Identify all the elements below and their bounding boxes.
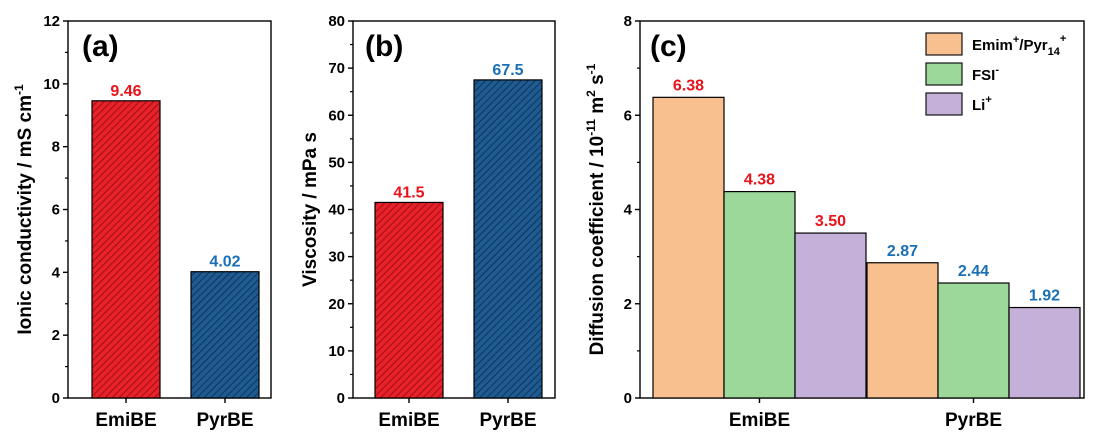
panel-a-y-tick-label: 6	[52, 202, 60, 219]
panel-a-x-tick-label: EmiBE	[95, 410, 156, 431]
panel-c-bar-series1-pyrbe	[866, 262, 939, 399]
panel-c-y-tick-label: 8	[624, 13, 632, 30]
panel-b-x-tick-label: PyrBE	[479, 410, 536, 431]
panel-b-y-tick-label: 20	[328, 296, 345, 313]
panel-b-y-tick-label: 80	[328, 13, 345, 30]
panel-c-legend-swatch	[925, 62, 963, 86]
panel-a-x-tick-label: PyrBE	[196, 410, 253, 431]
panel-c-legend-label: Emim+/Pyr14+	[972, 33, 1066, 58]
panel-b-x-tick-label: EmiBE	[378, 410, 439, 431]
panel-c-y-axis-title: Diffusion coefficient / 10-11 m2 s-1	[584, 63, 608, 355]
panel-b-tag: (b)	[365, 30, 403, 63]
panel-a-y-tick-label: 4	[52, 264, 61, 281]
panel-b-bar-value-label: 67.5	[492, 62, 523, 79]
panel-a-bar-value-label: 9.46	[110, 83, 141, 100]
panel-b-y-tick-label: 60	[328, 107, 345, 124]
panel-c-tag: (c)	[650, 30, 687, 63]
panel-b-y-tick-label: 50	[328, 154, 345, 171]
panel-c-bar-series1-emibe	[652, 96, 725, 399]
panel-a-bar-pyrbe	[190, 271, 260, 399]
panel-a-y-tick-label: 2	[52, 327, 60, 344]
panel-c-legend-swatch	[925, 32, 963, 56]
panel-a-bar-value-label: 4.02	[209, 254, 240, 271]
panel-c-legend-swatch	[925, 92, 963, 116]
panel-b-y-tick-label: 0	[337, 390, 345, 407]
panel-c-x-tick-label: EmiBE	[729, 410, 790, 431]
panel-c-bar-value-label: 2.44	[958, 263, 989, 280]
panel-c-bar-series3-emibe	[794, 232, 867, 399]
panel-a-y-tick-label: 0	[52, 390, 60, 407]
panel-a-y-tick-label: 12	[43, 13, 60, 30]
panel-c-y-tick-label: 2	[624, 296, 632, 313]
panel-c-bar-value-label: 2.87	[887, 243, 918, 260]
panel-b-y-tick-label: 40	[328, 202, 345, 219]
panel-a-chart: 0 2 4 6 8 10 12 9.46 EmiBE 4.02 PyrBE (a) Ionic cond…	[12, 13, 272, 431]
panel-b-y-tick-label: 70	[328, 60, 345, 77]
panel-a-y-axis-title: Ionic conductivity / mS cm-1	[12, 84, 36, 335]
panel-c-bar-series3-pyrbe	[1008, 306, 1081, 399]
panel-b-bar-pyrbe	[473, 79, 543, 399]
panel-b-y-tick-label: 30	[328, 249, 345, 266]
panel-c-y-tick-label: 6	[624, 107, 632, 124]
panel-c-chart: 0 2 4 6 8 6.38 2.87 4.38 2.44 3.50 1.92 EmiBE PyrBE (…	[584, 13, 1085, 431]
panel-a-y-tick-label: 10	[43, 76, 60, 93]
panel-c-bar-value-label: 4.38	[744, 172, 775, 189]
panel-c-legend-label: Li+	[972, 94, 992, 114]
panel-a-y-tick-label: 8	[52, 139, 60, 156]
panel-c-y-tick-label: 4	[624, 202, 633, 219]
panel-c-y-tick-label: 0	[624, 390, 632, 407]
panel-c-legend: Emim+/Pyr14+ FSI- Li+	[925, 32, 1066, 116]
panel-a-bar-emibe	[91, 100, 161, 399]
panel-c-bar-value-label: 1.92	[1029, 288, 1060, 305]
panel-b-bar-value-label: 41.5	[393, 184, 424, 201]
panel-c-bar-series2-pyrbe	[937, 282, 1010, 399]
panel-b-y-tick-label: 10	[328, 343, 345, 360]
panel-c-bar-series2-emibe	[723, 190, 796, 399]
panel-c-x-tick-label: PyrBE	[945, 410, 1002, 431]
panel-b-bar-emibe	[374, 201, 444, 399]
panel-c-bar-value-label: 6.38	[673, 77, 704, 94]
panel-a-tag: (a)	[82, 30, 119, 63]
panel-c-legend-label: FSI-	[972, 64, 999, 84]
panel-c-bar-value-label: 3.50	[815, 213, 846, 230]
panel-b-chart: 0 10 20 30 40 50 60 70 80 41.5 EmiBE 67.5 PyrBE (b) Vi…	[300, 13, 556, 431]
panel-b-y-axis-title: Viscosity / mPa s	[300, 132, 321, 287]
